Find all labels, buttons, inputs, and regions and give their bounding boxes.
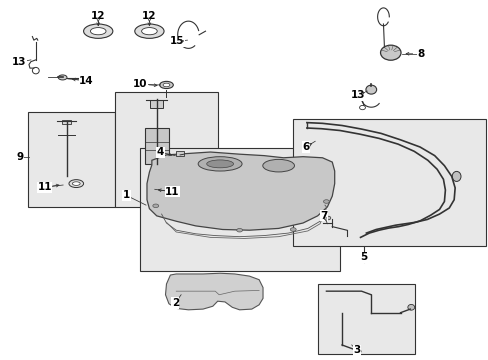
Ellipse shape bbox=[69, 180, 83, 188]
Text: 7: 7 bbox=[320, 211, 327, 221]
Text: 3: 3 bbox=[352, 345, 360, 355]
Bar bbox=[317, 284, 414, 354]
Text: 11: 11 bbox=[165, 187, 179, 197]
Bar bbox=[115, 92, 217, 207]
Ellipse shape bbox=[32, 67, 39, 74]
Ellipse shape bbox=[58, 75, 67, 80]
Text: 9: 9 bbox=[17, 152, 24, 162]
Ellipse shape bbox=[154, 185, 168, 193]
Ellipse shape bbox=[290, 228, 296, 231]
Ellipse shape bbox=[206, 160, 233, 168]
Ellipse shape bbox=[325, 216, 330, 220]
Ellipse shape bbox=[323, 200, 329, 203]
Bar bbox=[293, 119, 485, 246]
Polygon shape bbox=[165, 273, 263, 310]
Ellipse shape bbox=[72, 182, 80, 185]
Text: 2: 2 bbox=[171, 298, 179, 308]
Ellipse shape bbox=[236, 228, 242, 232]
Text: 1: 1 bbox=[122, 190, 130, 201]
Ellipse shape bbox=[158, 187, 165, 191]
Ellipse shape bbox=[262, 159, 294, 172]
Ellipse shape bbox=[142, 28, 157, 35]
Text: 10: 10 bbox=[133, 79, 147, 89]
Ellipse shape bbox=[198, 157, 242, 171]
Ellipse shape bbox=[90, 28, 106, 35]
Text: 15: 15 bbox=[170, 36, 184, 46]
Text: 12: 12 bbox=[91, 11, 105, 21]
Ellipse shape bbox=[407, 305, 414, 310]
Ellipse shape bbox=[359, 105, 365, 110]
Text: 11: 11 bbox=[37, 182, 52, 192]
Bar bbox=[144, 128, 168, 164]
Text: 5: 5 bbox=[360, 252, 367, 262]
Text: 14: 14 bbox=[79, 76, 94, 86]
Text: 13: 13 bbox=[12, 57, 26, 67]
Bar bbox=[62, 120, 71, 125]
Text: 6: 6 bbox=[302, 142, 309, 152]
Ellipse shape bbox=[163, 83, 169, 87]
Ellipse shape bbox=[83, 24, 113, 39]
Bar bbox=[176, 151, 183, 156]
Text: 8: 8 bbox=[417, 49, 424, 59]
Bar bbox=[150, 100, 163, 108]
Ellipse shape bbox=[451, 171, 460, 181]
Ellipse shape bbox=[159, 81, 173, 89]
Ellipse shape bbox=[380, 45, 400, 60]
Bar bbox=[27, 112, 115, 207]
Ellipse shape bbox=[135, 24, 163, 39]
Text: 4: 4 bbox=[157, 147, 164, 157]
Bar bbox=[140, 148, 339, 271]
Text: 13: 13 bbox=[350, 90, 364, 100]
Ellipse shape bbox=[354, 349, 360, 354]
Ellipse shape bbox=[365, 85, 376, 94]
Ellipse shape bbox=[153, 204, 158, 208]
Polygon shape bbox=[147, 152, 334, 230]
Text: 12: 12 bbox=[142, 11, 156, 21]
